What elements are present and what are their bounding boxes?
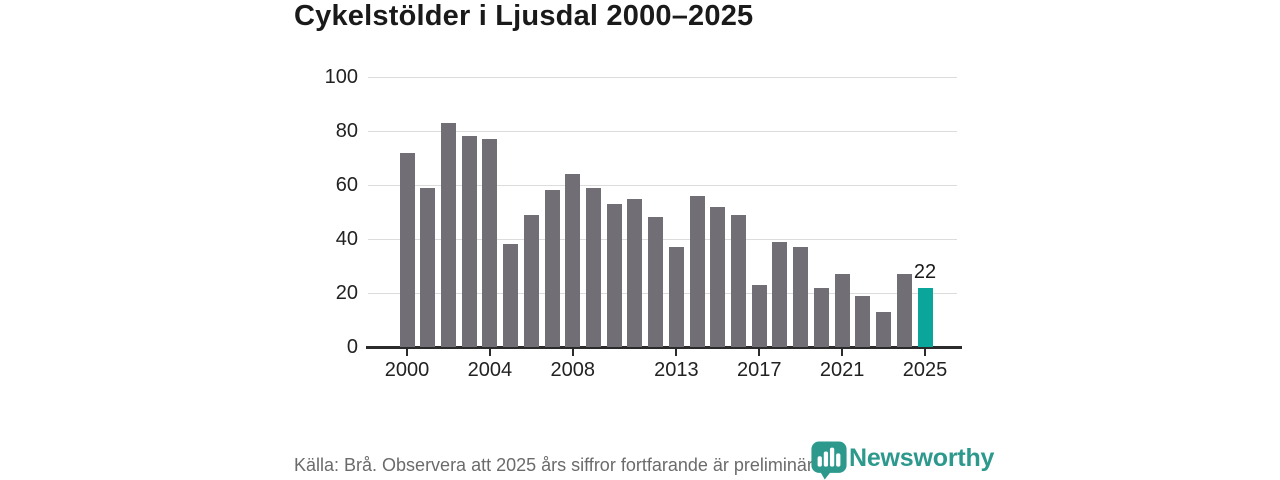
bar-2008 [565, 174, 581, 347]
x-axis-label: 2017 [736, 359, 782, 381]
bar-2017 [751, 284, 767, 347]
bar-2006 [523, 214, 539, 347]
y-axis-label: 20 [335, 282, 358, 304]
bar-2004 [482, 139, 498, 347]
bar-2024 [896, 274, 912, 347]
bar-2016 [731, 214, 747, 347]
x-axis-label: 2008 [550, 359, 596, 381]
x-axis-tick-2008 [571, 349, 574, 356]
bar-2018 [772, 241, 788, 347]
x-axis-line [366, 346, 962, 349]
y-axis-label: 0 [346, 336, 358, 358]
y-axis-label: 60 [335, 174, 358, 196]
bar-2001 [420, 187, 436, 347]
x-axis-label: 2025 [902, 359, 948, 381]
bar-2023 [876, 311, 892, 347]
source-note: Källa: Brå. Observera att 2025 års siffr… [294, 455, 828, 475]
bar-2009 [585, 187, 601, 347]
bar-2012 [648, 217, 664, 347]
bar-2013 [668, 247, 684, 347]
bar-2022 [855, 295, 871, 347]
x-axis-tick-2013 [675, 349, 678, 356]
chart-title: Cykelstölder i Ljusdal 2000–2025 [294, 0, 754, 32]
bar-2000 [399, 152, 415, 347]
bar-2020 [813, 287, 829, 347]
newsworthy-wordmark: Newsworthy [849, 444, 995, 472]
bar-2014 [689, 195, 705, 347]
x-axis-tick-2017 [758, 349, 761, 356]
x-axis-tick-2025 [924, 349, 926, 356]
x-axis-label: 2000 [384, 359, 430, 381]
x-axis-tick-2004 [488, 349, 491, 356]
bar-2021 [834, 274, 850, 347]
gridline-100 [368, 76, 957, 78]
y-axis-label: 100 [324, 66, 358, 88]
y-axis-label: 80 [335, 120, 358, 142]
highlight-value-label: 22 [913, 261, 937, 283]
bar-2007 [544, 190, 560, 347]
x-axis-label: 2004 [467, 359, 513, 381]
x-axis-label: 2013 [654, 359, 699, 381]
bar-2025 [917, 287, 933, 347]
bar-2002 [440, 122, 456, 347]
bar-2003 [461, 136, 477, 347]
bar-2010 [606, 203, 622, 347]
x-axis-label: 2021 [819, 359, 865, 381]
bar-2019 [793, 247, 809, 347]
gridline-80 [368, 130, 957, 132]
x-axis-tick-2021 [841, 349, 844, 356]
y-axis-label: 40 [335, 228, 358, 250]
bar-2011 [627, 198, 643, 347]
bar-2005 [503, 244, 519, 347]
gridline-60 [368, 184, 957, 186]
newsworthy-logo-icon [810, 440, 848, 480]
x-axis-tick-2000 [406, 349, 408, 356]
bar-2015 [710, 206, 726, 347]
